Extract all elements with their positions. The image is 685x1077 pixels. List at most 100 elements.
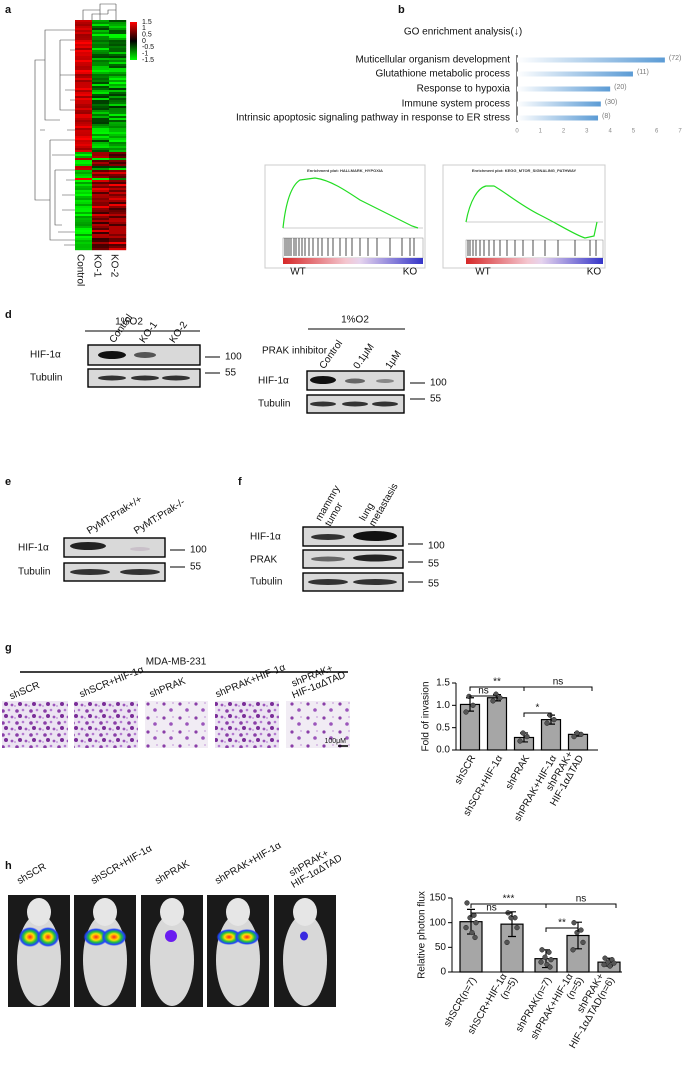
heatmap-cell (75, 40, 93, 43)
heatmap-cell (92, 82, 110, 85)
heatmap-cell (75, 192, 93, 195)
row-label: Tubulin (258, 399, 290, 410)
panel-label: e (5, 476, 11, 488)
y-tick-label: 1.5 (436, 678, 450, 689)
heatmap-cell (75, 114, 93, 117)
heatmap-cell (92, 164, 110, 167)
heatmap-cell (75, 110, 93, 113)
heatmap-cell (75, 138, 93, 141)
panel-label: a (5, 4, 12, 16)
colorbar-ticks: 1.510.50-0.5-1-1.5 (142, 19, 154, 64)
heatmap-cell (92, 202, 110, 205)
heatmap-cell (92, 74, 110, 77)
mouse-head (160, 898, 184, 926)
dendrogram (34, 3, 117, 246)
data-point (571, 920, 577, 926)
heatmap-cell (75, 232, 93, 235)
mouse-head (93, 898, 117, 926)
heatmap-cell (92, 24, 110, 27)
category-label: Response to hypoxia (417, 84, 511, 95)
data-point (470, 702, 476, 708)
heatmap-columns: Control KO-1 KO-2 (74, 254, 119, 286)
x-tick-label: 2 (562, 129, 566, 135)
heatmap-cell (109, 120, 127, 123)
heatmap-cell (75, 236, 93, 239)
western-blot: 1%O2 PRAK inhibitor Control 0.1μM 1μM HI… (258, 315, 447, 414)
heatmap-cell (92, 56, 110, 59)
row-label: HIF-1α (250, 532, 281, 543)
heatmap-cell (92, 150, 110, 153)
heatmap-cell (92, 32, 110, 35)
bar (517, 115, 599, 121)
heatmap-cell (92, 84, 110, 87)
heatmap-cell (75, 90, 93, 93)
heatmap-cell (75, 148, 93, 151)
heatmap-cell (75, 44, 93, 47)
condition-label: 1%O2 (115, 317, 143, 328)
heatmap-cell (75, 128, 93, 131)
data-point (570, 947, 576, 953)
heatmap-cell (109, 162, 127, 165)
mw-marker: 55 (190, 562, 202, 573)
heatmap-cell (75, 184, 93, 187)
heatmap-cell (109, 110, 127, 113)
heatmap-cell (109, 30, 127, 33)
heatmap-cell (92, 22, 110, 25)
category-label: Immune system process (402, 99, 510, 110)
data-point (524, 733, 530, 740)
heatmap-cell (75, 194, 93, 197)
heatmap-cell (92, 166, 110, 169)
enrichment-curve (282, 177, 419, 229)
bar (486, 697, 508, 751)
annotation: (20) (614, 84, 626, 91)
data-point (463, 924, 469, 931)
heatmap-cell (109, 194, 127, 197)
heatmap-cell (92, 140, 110, 143)
heatmap-cell (109, 72, 127, 75)
data-point (601, 961, 607, 968)
heatmap-cell (75, 226, 93, 229)
heatmap-cell (92, 186, 110, 189)
heatmap-cell (75, 80, 93, 83)
data-point (547, 964, 553, 970)
heatmap-cell (92, 110, 110, 113)
heatmap-cell (75, 72, 93, 75)
heatmap-cell (75, 56, 93, 59)
x-tick-label: 6 (655, 129, 659, 135)
heatmap-cell (75, 98, 93, 101)
heatmap-cell (75, 146, 93, 149)
heatmap-cell (75, 104, 93, 107)
heatmap-cell (92, 86, 110, 89)
heatmap-cell (75, 36, 93, 39)
heatmap-cell (109, 94, 127, 97)
mouse-head (226, 898, 250, 926)
heatmap-cell (75, 242, 93, 245)
heatmap-cell (109, 226, 127, 229)
heatmap-cell (92, 98, 110, 101)
heatmap-cell (75, 48, 93, 51)
data-point (539, 947, 545, 953)
colorbar-tick-label: 1 (142, 25, 146, 32)
heatmap-cell (75, 144, 93, 147)
heatmap-cell (75, 102, 93, 105)
heatmap-cell (109, 50, 127, 53)
heatmap-cell (109, 196, 127, 199)
heatmap-cell (109, 108, 127, 111)
heatmap-cell (92, 100, 110, 103)
x-tick-label: 7 (678, 129, 682, 135)
invasion-images: MDA-MB-231 shSCR shSCR+HIF-1α shPRAK shP… (2, 657, 350, 748)
heatmap-cell (75, 230, 93, 233)
heatmap-cell (92, 144, 110, 147)
heatmap-cell (92, 70, 110, 73)
data-point (517, 738, 523, 744)
signal (36, 927, 60, 947)
heatmap-cell (109, 92, 127, 95)
heatmap-cell (109, 210, 127, 213)
heatmap-cell (109, 206, 127, 209)
mw-marker: 100 (190, 545, 207, 556)
heatmap-cell (92, 228, 110, 231)
heatmap-cell (109, 112, 127, 115)
data-point (464, 900, 470, 906)
heatmap-cell (75, 130, 93, 133)
